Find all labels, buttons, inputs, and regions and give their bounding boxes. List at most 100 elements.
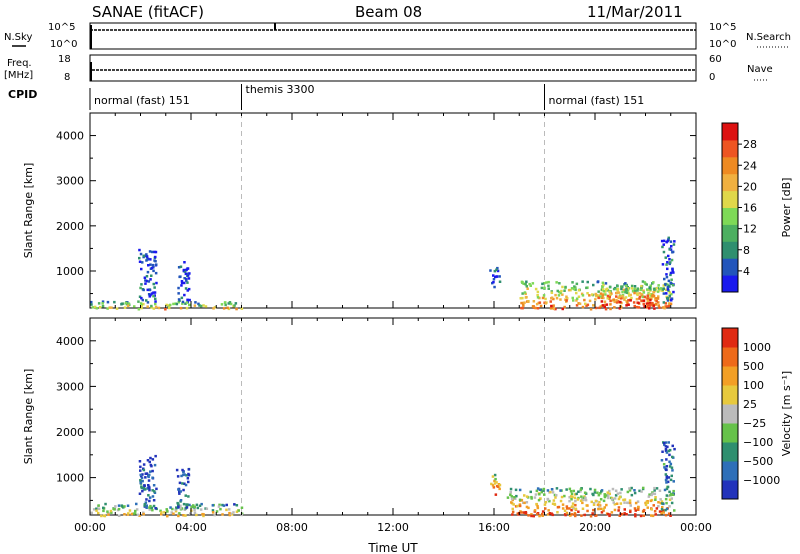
- echo-cell: [535, 489, 539, 493]
- colorbar-swatch: [722, 139, 738, 158]
- echo-cell: [649, 288, 652, 291]
- echo-cell: [181, 482, 184, 485]
- echo-cell: [666, 299, 670, 302]
- echo-cell: [633, 489, 636, 492]
- echo-cell: [150, 266, 154, 270]
- echo-cell: [664, 441, 668, 444]
- echo-cell: [593, 491, 597, 494]
- echo-cell: [141, 479, 144, 483]
- echo-cell: [652, 291, 655, 294]
- echo-cell: [668, 498, 672, 501]
- echo-cell: [576, 498, 580, 501]
- echo-cell: [664, 473, 668, 476]
- echo-cell: [595, 293, 598, 297]
- echo-cell: [672, 489, 675, 493]
- echo-cell: [140, 267, 143, 271]
- echo-cell: [235, 307, 238, 311]
- echo-cell: [547, 509, 550, 512]
- echo-cell: [648, 296, 651, 300]
- echo-cell: [666, 485, 670, 489]
- echo-cell: [671, 444, 674, 448]
- echo-cell: [146, 459, 150, 462]
- echo-cell: [151, 476, 154, 479]
- echo-cell: [138, 256, 141, 260]
- echo-cell: [624, 284, 628, 287]
- echo-cell: [142, 463, 146, 466]
- y-tick-label: 2000: [56, 220, 84, 233]
- echo-cell: [149, 258, 152, 261]
- echo-cell: [106, 307, 109, 310]
- echo-cell: [649, 294, 653, 297]
- echo-cell: [166, 514, 169, 518]
- echo-cell: [147, 485, 151, 489]
- echo-cell: [667, 279, 671, 283]
- echo-cell: [516, 504, 519, 508]
- colorbar-tick-label: −1000: [743, 474, 780, 487]
- echo-cell: [143, 276, 147, 279]
- echo-cell: [536, 296, 540, 299]
- echo-cell: [144, 254, 147, 257]
- echo-cell: [578, 302, 582, 305]
- echo-cell: [673, 240, 676, 243]
- echo-cell: [529, 284, 532, 287]
- echo-cell: [581, 294, 585, 297]
- echo-cell: [132, 512, 135, 515]
- echo-cell: [617, 291, 621, 294]
- cpid-segment-label: normal (fast) 151: [94, 94, 190, 107]
- echo-cell: [175, 468, 179, 472]
- echo-cell: [664, 449, 668, 453]
- echo-cell: [565, 295, 568, 298]
- echo-cell: [183, 508, 187, 511]
- echo-cell: [599, 507, 603, 511]
- echo-cell: [130, 512, 134, 516]
- echo-cell: [228, 301, 232, 304]
- echo-cell: [580, 497, 584, 501]
- echo-cell: [169, 506, 172, 509]
- echo-cell: [182, 502, 186, 506]
- echo-cell: [621, 290, 624, 294]
- echo-cell: [150, 304, 153, 308]
- echo-cell: [148, 460, 151, 464]
- echo-cell: [559, 489, 562, 492]
- colorbar-swatch: [722, 258, 738, 276]
- echo-cell: [592, 508, 595, 512]
- echo-cell: [666, 261, 669, 264]
- echo-cell: [601, 281, 605, 285]
- echo-cell: [571, 296, 574, 300]
- echo-cell: [520, 511, 524, 514]
- echo-cell: [205, 507, 209, 510]
- echo-cell: [532, 514, 535, 518]
- echo-cell: [172, 302, 175, 306]
- echo-cell: [630, 493, 634, 497]
- echo-cell: [664, 513, 668, 517]
- echo-cell: [221, 513, 224, 516]
- echo-cell: [600, 300, 604, 303]
- echo-cell: [657, 501, 660, 504]
- echo-cell: [579, 488, 583, 491]
- x-tick-label: 00:00: [680, 521, 712, 534]
- nsky-label: N.Sky: [4, 32, 32, 43]
- echo-cell: [146, 270, 150, 274]
- y-tick-label: 3000: [56, 380, 84, 393]
- echo-cell: [657, 304, 660, 307]
- echo-cell: [149, 470, 152, 473]
- colorbar-swatch: [722, 385, 738, 405]
- echo-cell: [187, 495, 190, 498]
- echo-cell: [150, 306, 153, 309]
- echo-cell: [665, 487, 669, 491]
- x-tick-label: 00:00: [74, 521, 106, 534]
- echo-cell: [552, 499, 556, 502]
- echo-cell: [565, 299, 568, 302]
- echo-cell: [102, 506, 105, 510]
- echo-cell: [600, 511, 604, 514]
- echo-cell: [561, 503, 565, 506]
- echo-cell: [198, 304, 201, 307]
- echo-cell: [197, 302, 200, 306]
- echo-cell: [646, 303, 649, 307]
- colorbar-tick-label: 12: [743, 223, 757, 236]
- echo-cell: [671, 250, 675, 254]
- echo-cell: [218, 503, 221, 507]
- echo-cell: [607, 494, 610, 497]
- echo-cell: [608, 285, 612, 289]
- echo-cell: [667, 254, 670, 258]
